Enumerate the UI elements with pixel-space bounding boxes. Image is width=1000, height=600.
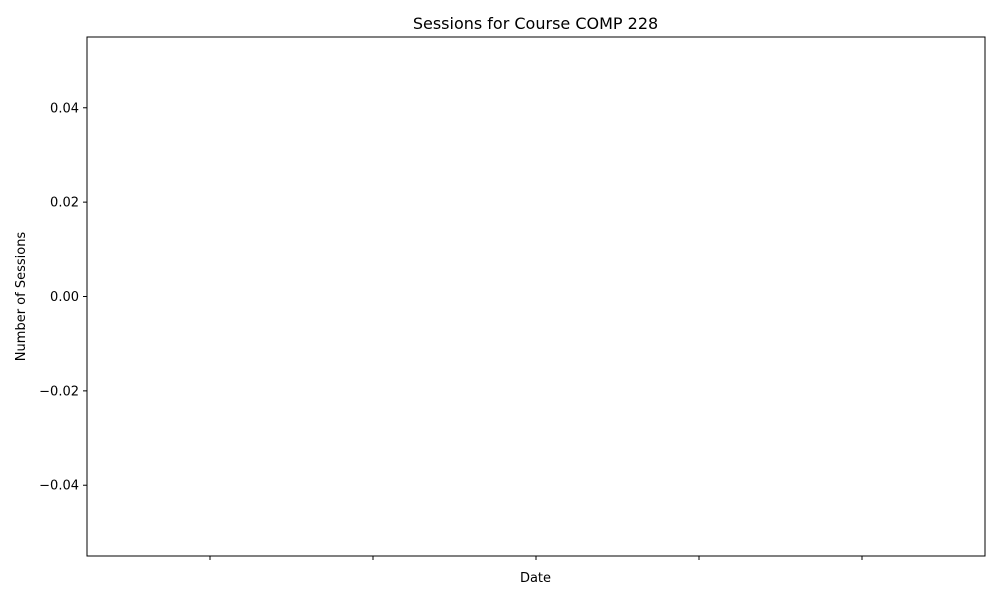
y-tick-label: −0.02	[39, 384, 79, 399]
plot-area-frame	[86, 36, 986, 557]
x-axis-label: Date	[520, 571, 551, 586]
x-axis-ticks	[209, 556, 863, 560]
y-tick-label: 0.04	[50, 101, 79, 116]
y-axis-ticks: 0.04 0.02 0.00 −0.02 −0.04	[39, 101, 87, 494]
y-tick-label: −0.04	[39, 479, 79, 494]
y-tick-label: 0.02	[50, 196, 79, 211]
chart-title: Sessions for Course COMP 228	[413, 14, 658, 33]
y-axis-label: Number of Sessions	[14, 232, 29, 362]
y-tick-label: 0.00	[50, 290, 79, 305]
